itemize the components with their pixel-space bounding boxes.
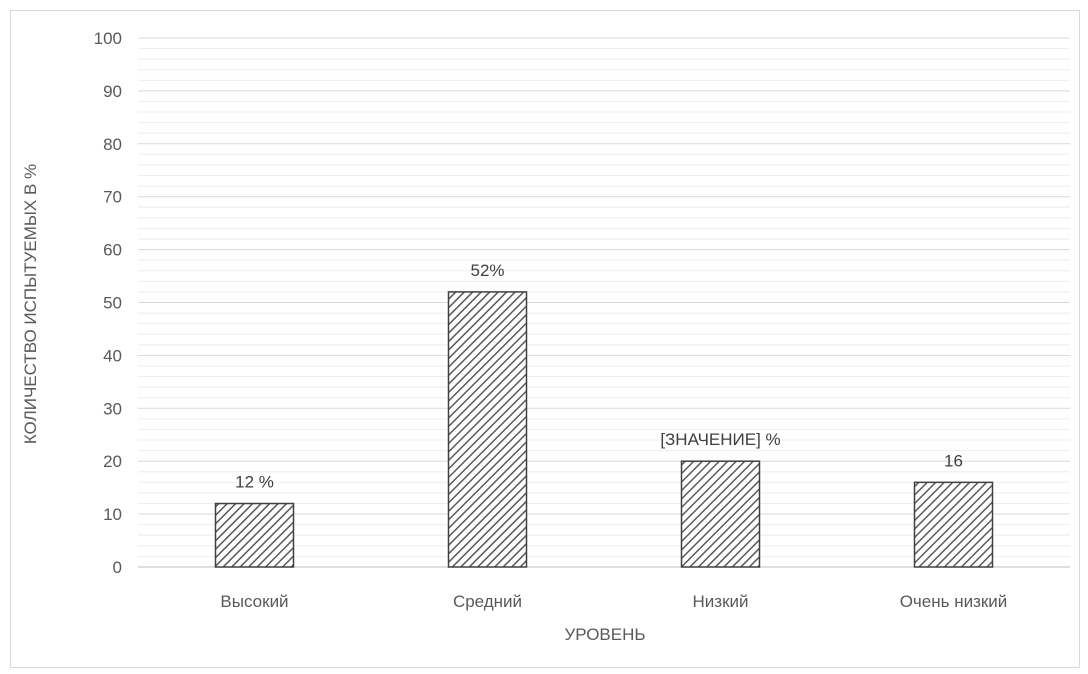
- x-tick-label: Очень низкий: [900, 592, 1008, 611]
- x-axis-title: УРОВЕНЬ: [564, 625, 645, 644]
- y-tick-label: 90: [103, 82, 122, 101]
- y-tick-label: 10: [103, 505, 122, 524]
- y-tick-label: 60: [103, 241, 122, 260]
- x-tick-labels: Высокий Средний Низкий Очень низкий: [220, 592, 1007, 611]
- bar: [214, 502, 295, 568]
- y-tick-label: 80: [103, 135, 122, 154]
- y-tick-label: 70: [103, 188, 122, 207]
- y-tick-label: 30: [103, 399, 122, 418]
- y-tick-label: 50: [103, 294, 122, 313]
- y-tick-label: 40: [103, 346, 122, 365]
- x-tick-label: Низкий: [693, 592, 749, 611]
- bar: [447, 291, 528, 568]
- bar: [680, 460, 761, 568]
- x-tick-label: Высокий: [220, 592, 288, 611]
- data-label: 16: [944, 451, 963, 470]
- y-tick-label: 0: [113, 558, 122, 577]
- data-label: 12 %: [235, 473, 274, 492]
- bar: [913, 481, 994, 568]
- x-tick-label: Средний: [453, 592, 522, 611]
- y-tick-label: 100: [94, 29, 122, 48]
- data-labels: 12 % 52% [ЗНАЧЕНИЕ] % 16: [235, 261, 963, 492]
- y-tick-label: 20: [103, 452, 122, 471]
- y-tick-labels: 0 10 20 30 40 50 60 70 80 90 100: [94, 29, 122, 577]
- chart-frame: [10, 10, 1080, 668]
- data-label: [ЗНАЧЕНИЕ] %: [660, 430, 780, 449]
- bars: [214, 291, 994, 568]
- y-axis-title: КОЛИЧЕСТВО ИСПЫТУЕМЫХ В %: [21, 164, 40, 444]
- data-label: 52%: [470, 261, 504, 280]
